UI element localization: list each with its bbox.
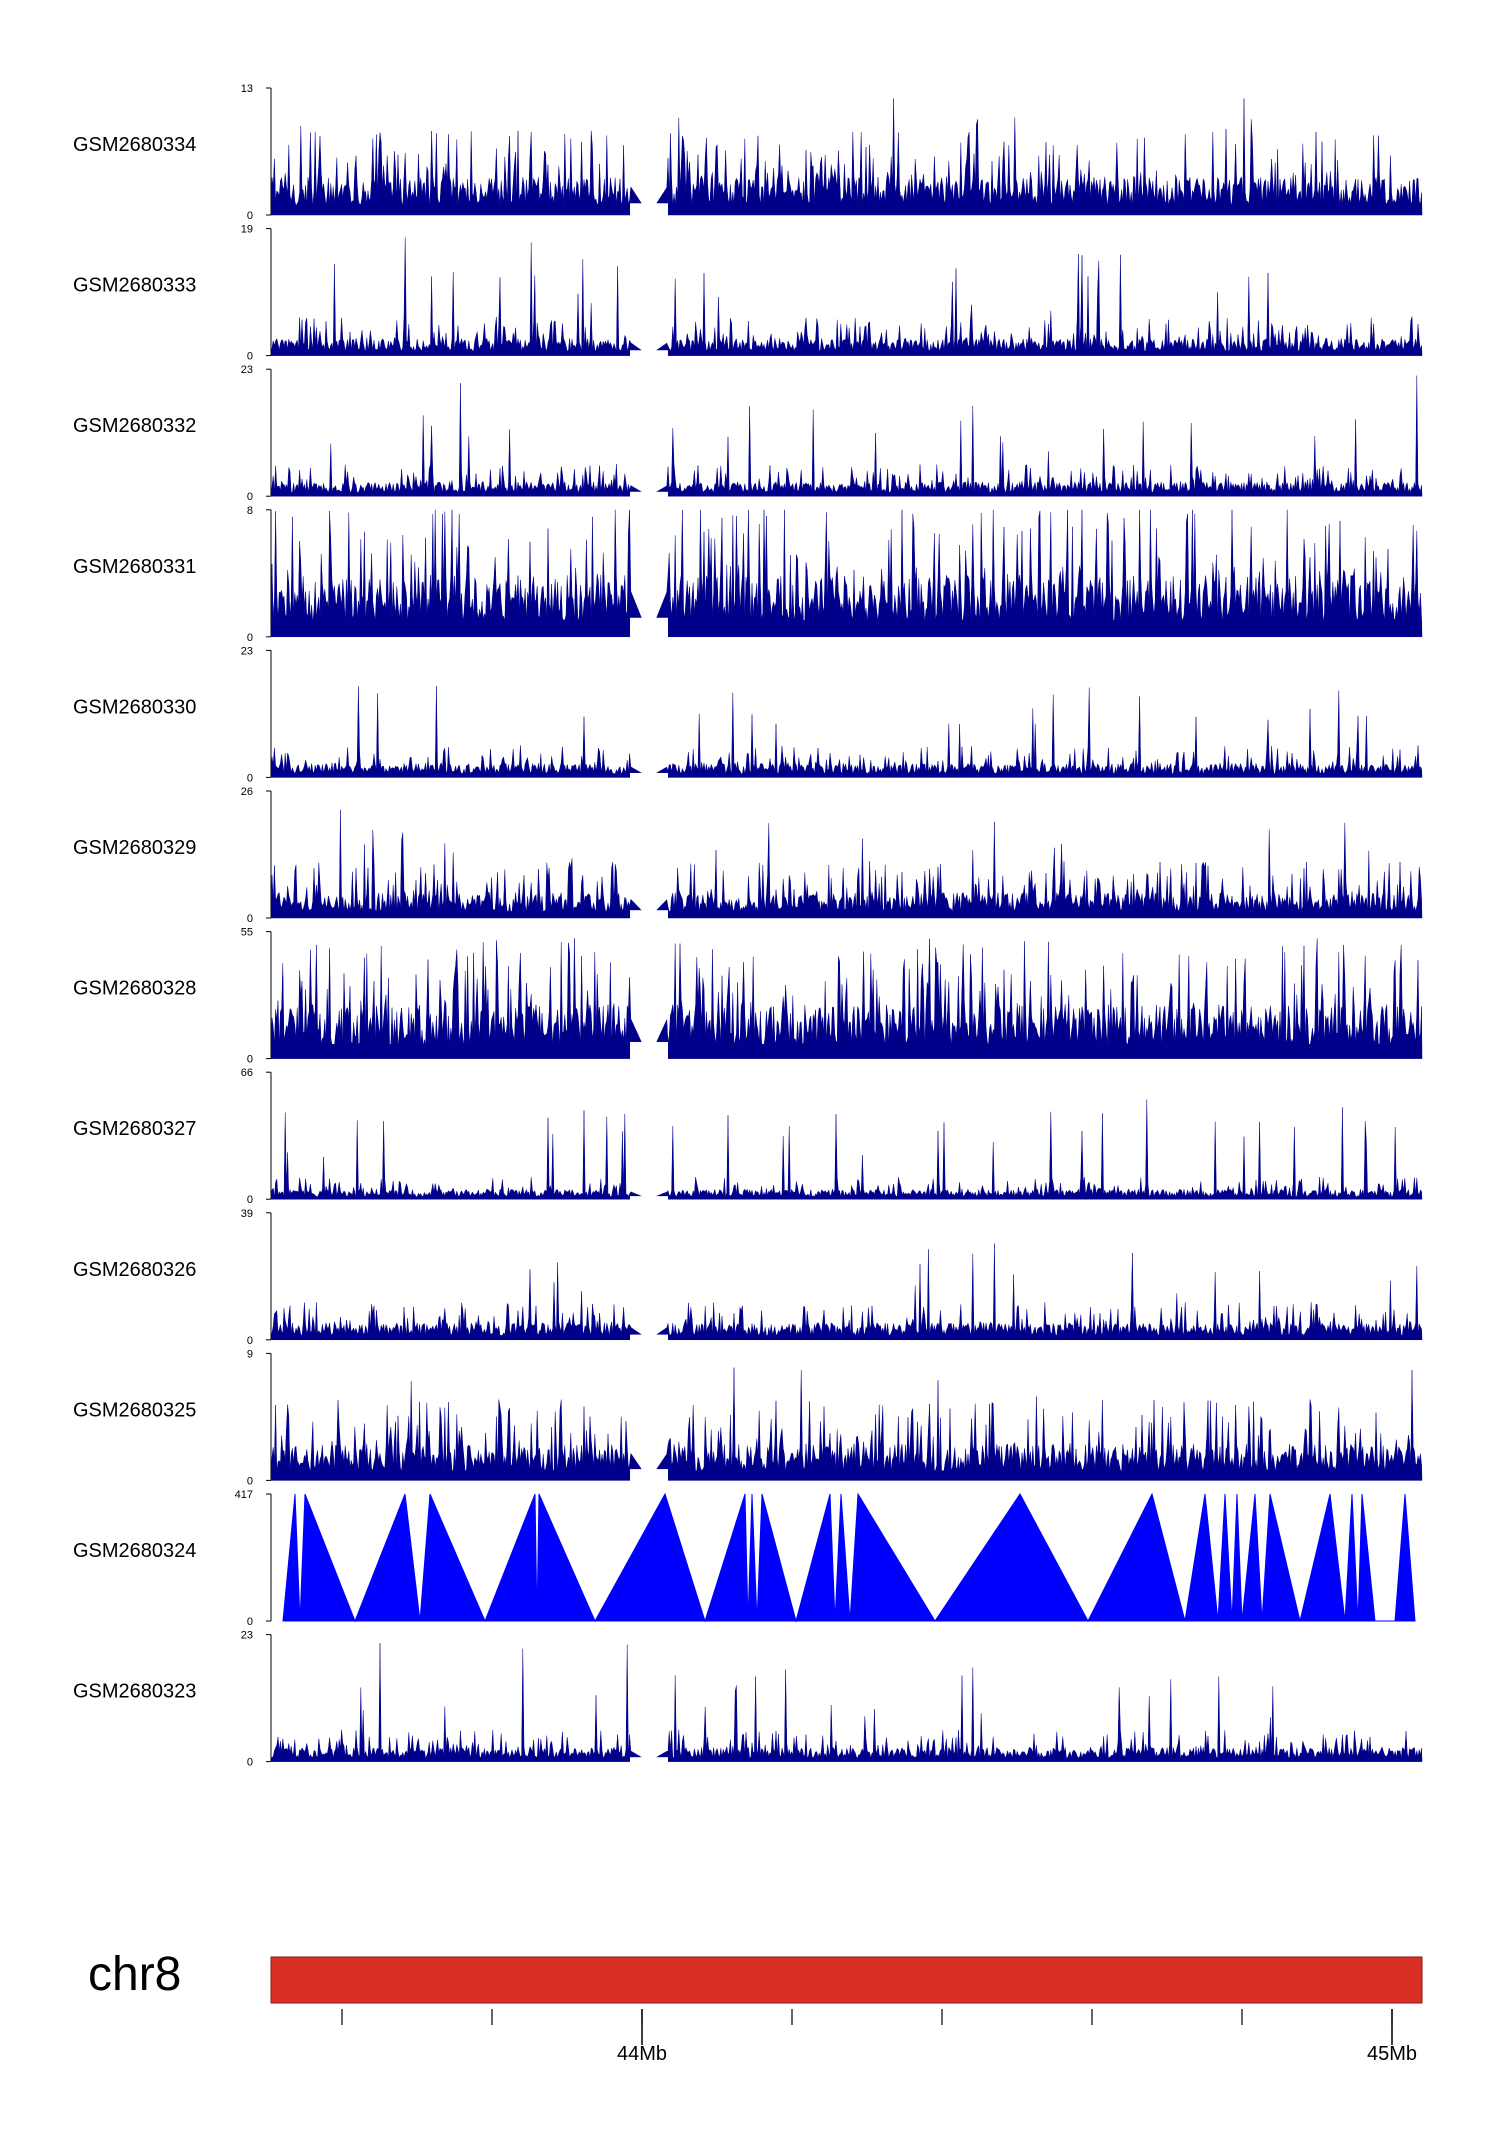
track-GSM2680330: GSM2680330 23 0 <box>73 645 1423 784</box>
y-axis-max-label: 39 <box>241 1208 253 1220</box>
y-axis-max-label: 66 <box>241 1067 253 1079</box>
track-GSM2680323: GSM2680323 23 0 <box>73 1630 1423 1769</box>
track-group: GSM2680334130GSM2680333190GSM2680332230G… <box>73 83 1423 1769</box>
signal-baseline-band <box>271 773 1422 778</box>
track-label: GSM2680328 <box>73 978 196 1000</box>
y-axis-min-label: 0 <box>247 1616 253 1628</box>
track-label: GSM2680332 <box>73 415 196 437</box>
signal-area <box>270 98 1423 216</box>
track-label: GSM2680330 <box>73 696 196 718</box>
track-label: GSM2680333 <box>73 275 196 297</box>
signal-area <box>270 1367 1423 1481</box>
track-GSM2680324: GSM2680324 417 0 <box>73 1489 1416 1628</box>
y-axis-max-label: 23 <box>241 1630 253 1642</box>
signal-gap <box>630 350 668 357</box>
y-axis-min-label: 0 <box>247 632 253 644</box>
track-GSM2680334: GSM2680334 13 0 <box>73 83 1423 222</box>
signal-area <box>270 938 1423 1059</box>
track-label: GSM2680334 <box>73 134 196 156</box>
chromosome-ideogram <box>270 1956 1423 2004</box>
track-label: GSM2680331 <box>73 556 196 578</box>
y-axis-max-label: 23 <box>241 364 253 376</box>
track-label: GSM2680327 <box>73 1118 196 1140</box>
signal-area <box>270 809 1423 919</box>
signal-area <box>270 1243 1423 1341</box>
signal-area <box>270 237 1423 356</box>
signal-baseline-band <box>271 1335 1422 1340</box>
track-GSM2680328: GSM2680328 55 0 <box>73 927 1423 1066</box>
y-axis-max-label: 9 <box>247 1348 253 1360</box>
track-label: GSM2680323 <box>73 1681 196 1703</box>
y-axis-min-label: 0 <box>247 351 253 363</box>
signal-area <box>270 685 1423 778</box>
signal-area <box>270 1643 1423 1762</box>
y-axis-max-label: 26 <box>241 786 253 798</box>
signal-gap <box>630 491 668 498</box>
y-axis-min-label: 0 <box>247 1757 253 1769</box>
signal-gap <box>630 772 668 779</box>
signal-gap <box>630 203 668 216</box>
chromosome-label: chr8 <box>88 1948 181 2001</box>
signal-area <box>270 509 1423 638</box>
track-GSM2680327: GSM2680327 66 0 <box>73 1067 1423 1206</box>
signal-area <box>270 375 1423 497</box>
y-axis-max-label: 23 <box>241 645 253 657</box>
track-label: GSM2680324 <box>73 1540 196 1562</box>
y-axis-max-label: 13 <box>241 83 253 95</box>
signal-baseline-band <box>271 911 1422 918</box>
signal-gap <box>630 1334 668 1341</box>
signal-baseline-band <box>271 620 1422 637</box>
y-axis-min-label: 0 <box>247 772 253 784</box>
signal-gap <box>630 1196 668 1201</box>
signal-baseline-band <box>271 1470 1422 1481</box>
track-GSM2680331: GSM2680331 8 0 <box>73 505 1423 644</box>
y-axis-min-label: 0 <box>247 210 253 222</box>
signal-baseline-band <box>271 1757 1422 1762</box>
x-tick-label-45mb: 45Mb <box>1367 2043 1417 2065</box>
signal-area <box>270 1099 1423 1200</box>
track-GSM2680326: GSM2680326 39 0 <box>73 1208 1423 1347</box>
y-axis-max-label: 417 <box>235 1489 253 1501</box>
track-GSM2680325: GSM2680325 9 0 <box>73 1348 1423 1487</box>
signal-baseline-band <box>271 204 1422 215</box>
signal-baseline-band <box>271 1196 1422 1200</box>
track-GSM2680333: GSM2680333 19 0 <box>73 224 1423 363</box>
track-label: GSM2680325 <box>73 1399 196 1421</box>
track-GSM2680329: GSM2680329 26 0 <box>73 786 1423 925</box>
track-label: GSM2680329 <box>73 837 196 859</box>
y-axis-min-label: 0 <box>247 1054 253 1066</box>
signal-gap <box>630 910 668 919</box>
signal-gap <box>630 1041 668 1060</box>
y-axis-max-label: 19 <box>241 224 253 236</box>
signal-peaks <box>282 1492 1416 1623</box>
signal-baseline-band <box>271 350 1422 356</box>
signal-gap <box>630 617 668 638</box>
track-label: GSM2680326 <box>73 1259 196 1281</box>
y-axis-max-label: 8 <box>247 505 253 517</box>
y-axis-min-label: 0 <box>247 913 253 925</box>
signal-gap <box>630 1469 668 1482</box>
track-GSM2680332: GSM2680332 23 0 <box>73 364 1423 503</box>
y-axis-min-label: 0 <box>247 491 253 503</box>
y-axis-max-label: 55 <box>241 927 253 939</box>
y-axis-min-label: 0 <box>247 1194 253 1206</box>
y-axis-min-label: 0 <box>247 1475 253 1487</box>
y-axis-min-label: 0 <box>247 1335 253 1347</box>
x-tick-label-44mb: 44Mb <box>617 2043 667 2065</box>
genome-ruler: 44Mb 45Mb <box>341 2009 1417 2065</box>
signal-baseline-band <box>271 1044 1422 1059</box>
signal-gap <box>630 1757 668 1763</box>
signal-baseline-band <box>271 492 1422 497</box>
